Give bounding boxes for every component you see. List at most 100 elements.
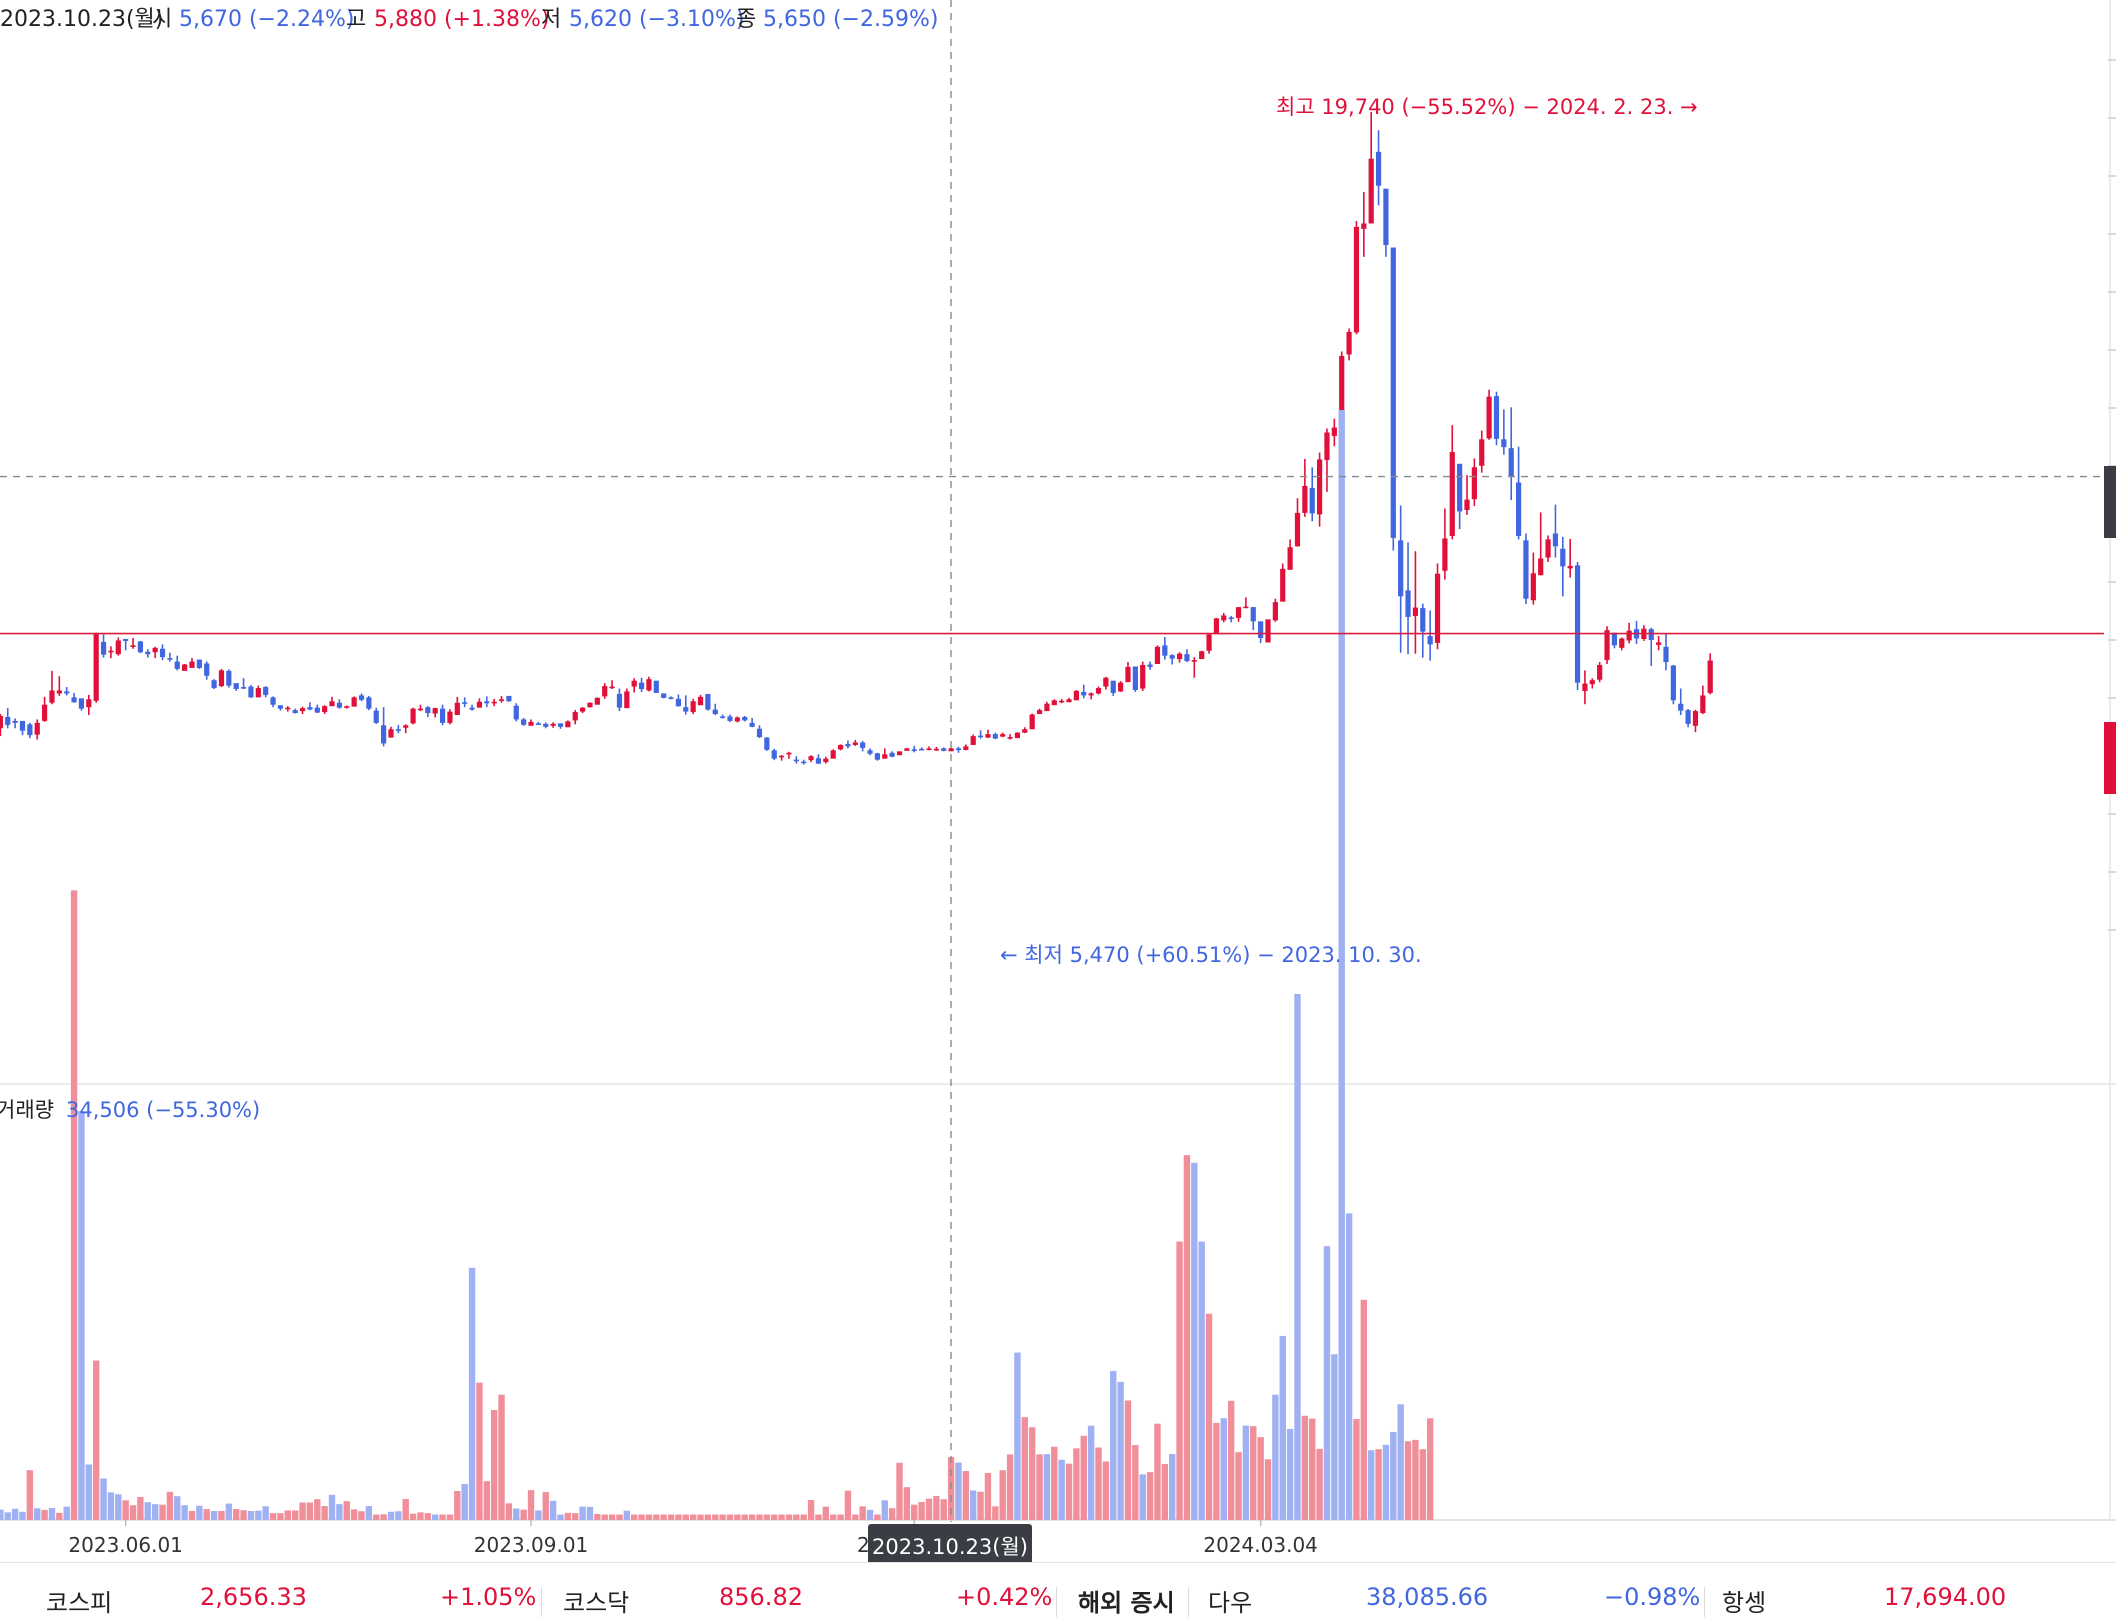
volume-bar [1316, 1448, 1323, 1520]
volume-bar [1338, 410, 1345, 1520]
candle-body [1317, 459, 1323, 515]
candle-body [1375, 151, 1382, 186]
volume-bar [159, 1504, 166, 1520]
candle-body [594, 697, 600, 705]
volume-bar [41, 1509, 48, 1520]
candle-body [778, 755, 785, 758]
volume-bar [417, 1512, 424, 1520]
annotation-low: ← 최저 5,470 (+60.51%) − 2023. 10. 30. [1000, 943, 1422, 967]
volume-bar [196, 1505, 203, 1520]
volume-bar [373, 1514, 380, 1520]
candle-body [1597, 664, 1603, 680]
candle-body [27, 724, 33, 736]
volume-bar [284, 1510, 291, 1520]
candle-body [240, 687, 247, 689]
ticker-dow-name[interactable]: 다우 [1208, 1589, 1253, 1617]
candle-body [1538, 558, 1544, 576]
candle-body [1081, 691, 1087, 696]
volume-bar [748, 1514, 756, 1520]
candle-body [329, 701, 335, 707]
candle-series [0, 112, 1713, 765]
volume-bar [1250, 1426, 1257, 1520]
market-ticker-bar: 코스피 2,656.33 +1.05% 코스닥 856.82 +0.42% 해외… [0, 1562, 2116, 1617]
volume-bar [903, 1487, 911, 1520]
volume-bar [793, 1514, 800, 1520]
candle-body [1206, 634, 1212, 651]
volume-bar [490, 1410, 498, 1520]
candle-body [1604, 630, 1610, 661]
candle-body [948, 748, 954, 752]
volume-bar [188, 1510, 196, 1520]
candle-body [1213, 618, 1220, 634]
candle-body [1302, 485, 1308, 513]
candle-body [697, 696, 704, 706]
candle-body [86, 699, 92, 708]
ticker-kosdaq-name[interactable]: 코스닥 [563, 1589, 630, 1617]
candle-body [108, 650, 114, 653]
volume-bar [1367, 1450, 1375, 1520]
candle-body [1147, 664, 1153, 667]
volume-bar [1110, 1370, 1117, 1520]
volume-bar [34, 1508, 41, 1520]
candle-body [167, 658, 173, 660]
candle-body [1287, 547, 1293, 570]
ticker-hangseng-name[interactable]: 항셍 [1722, 1589, 1767, 1617]
candle-body [874, 753, 880, 760]
volume-bar [837, 1514, 844, 1520]
candle-body [307, 707, 313, 710]
ticker-kospi-name[interactable]: 코스피 [46, 1589, 113, 1617]
candle-body [1309, 487, 1315, 514]
candle-body [1346, 331, 1352, 355]
candle-body [1707, 660, 1713, 693]
volume-bar [785, 1514, 793, 1520]
volume-bar [704, 1514, 712, 1520]
candle-body [970, 736, 976, 745]
volume-bar [763, 1514, 771, 1520]
candle-body [1280, 568, 1286, 602]
ticker-hangseng-value: 17,694.00 [1884, 1583, 2007, 1611]
candle-body [498, 699, 505, 701]
candle-body [1486, 396, 1492, 439]
candle-body [270, 697, 276, 705]
annotation-high: 최고 19,740 (−55.52%) − 2024. 2. 23. → [1276, 95, 1698, 119]
candle-body [889, 752, 895, 757]
candle-body [322, 706, 328, 713]
candle-body [462, 702, 468, 704]
legend-high-label: 고 [346, 7, 366, 32]
legend-close-value: 5,650 (−2.59%) [763, 7, 938, 32]
volume-bar [56, 1512, 63, 1520]
candle-body [1331, 427, 1337, 436]
x-axis-tick-label: 2024.03.04 [1203, 1533, 1318, 1557]
candle-body [233, 683, 239, 690]
volume-bar [439, 1514, 446, 1520]
candle-body [1700, 695, 1706, 714]
volume-bar [653, 1514, 660, 1520]
ticker-divider [541, 1587, 542, 1617]
candle-body [852, 742, 858, 745]
candle-body [712, 709, 718, 715]
volume-bar [940, 1499, 947, 1520]
volume-bar [689, 1514, 697, 1520]
volume-bar [1382, 1444, 1390, 1520]
candle-body [557, 723, 564, 727]
candle-body [204, 663, 210, 676]
candle-body [1118, 682, 1124, 692]
candle-body [1692, 711, 1699, 726]
candle-body [381, 725, 387, 744]
candle-body [1523, 540, 1529, 599]
candle-body [1132, 666, 1138, 690]
ticker-overseas-label[interactable]: 해외 증시 [1078, 1589, 1175, 1617]
volume-bar [336, 1504, 343, 1520]
candle-body [196, 659, 202, 668]
candle-body [277, 705, 284, 709]
candle-body [403, 725, 409, 728]
candle-body [344, 706, 350, 708]
candle-body [1066, 699, 1072, 703]
candle-body [115, 640, 121, 655]
candle-body [1398, 540, 1404, 597]
candle-body [1339, 355, 1345, 426]
volume-bar [542, 1492, 549, 1520]
candle-body [683, 707, 689, 712]
candle-body [226, 670, 232, 686]
